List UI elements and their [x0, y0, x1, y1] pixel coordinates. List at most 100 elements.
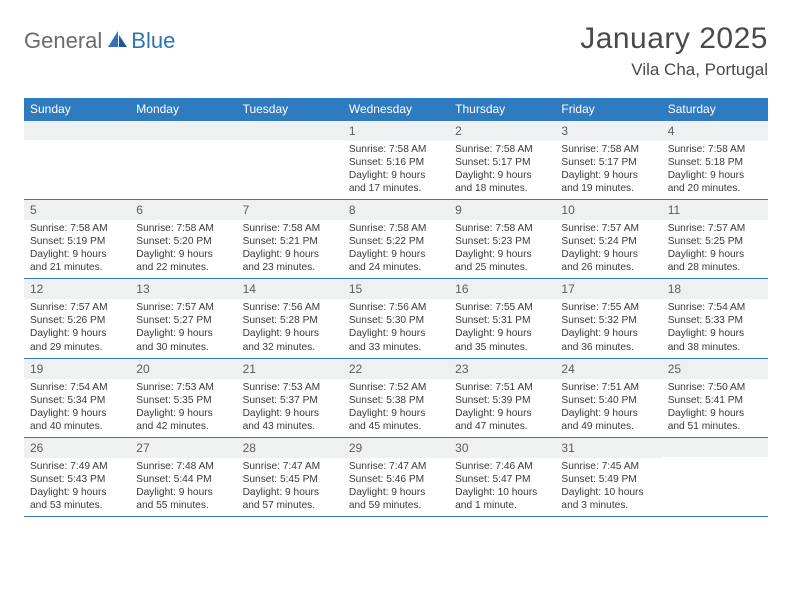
- sunrise-line: Sunrise: 7:56 AM: [243, 301, 337, 314]
- sunset-line: Sunset: 5:35 PM: [136, 394, 230, 407]
- day-details: Sunrise: 7:58 AMSunset: 5:17 PMDaylight:…: [555, 141, 661, 199]
- week-row: 5Sunrise: 7:58 AMSunset: 5:19 PMDaylight…: [24, 200, 768, 279]
- day-number: 1: [343, 121, 449, 141]
- daylight-line: Daylight: 9 hours and 38 minutes.: [668, 327, 762, 353]
- sunrise-line: Sunrise: 7:45 AM: [561, 460, 655, 473]
- day-details: Sunrise: 7:58 AMSunset: 5:22 PMDaylight:…: [343, 220, 449, 278]
- daylight-line: Daylight: 9 hours and 43 minutes.: [243, 407, 337, 433]
- day-number: 30: [449, 438, 555, 458]
- sunrise-line: Sunrise: 7:46 AM: [455, 460, 549, 473]
- day-number: [130, 121, 236, 140]
- day-number: 25: [662, 359, 768, 379]
- day-details: Sunrise: 7:50 AMSunset: 5:41 PMDaylight:…: [662, 379, 768, 437]
- day-cell: 18Sunrise: 7:54 AMSunset: 5:33 PMDayligh…: [662, 279, 768, 357]
- day-number: 15: [343, 279, 449, 299]
- daylight-line: Daylight: 9 hours and 28 minutes.: [668, 248, 762, 274]
- day-number: [24, 121, 130, 140]
- day-details: Sunrise: 7:58 AMSunset: 5:16 PMDaylight:…: [343, 141, 449, 199]
- sunset-line: Sunset: 5:34 PM: [30, 394, 124, 407]
- sunrise-line: Sunrise: 7:54 AM: [30, 381, 124, 394]
- sunrise-line: Sunrise: 7:58 AM: [561, 143, 655, 156]
- daylight-line: Daylight: 9 hours and 18 minutes.: [455, 169, 549, 195]
- daylight-line: Daylight: 9 hours and 42 minutes.: [136, 407, 230, 433]
- day-cell: 11Sunrise: 7:57 AMSunset: 5:25 PMDayligh…: [662, 200, 768, 278]
- calendar: SundayMondayTuesdayWednesdayThursdayFrid…: [24, 98, 768, 517]
- weekday-header-row: SundayMondayTuesdayWednesdayThursdayFrid…: [24, 98, 768, 121]
- daylight-line: Daylight: 9 hours and 21 minutes.: [30, 248, 124, 274]
- sunrise-line: Sunrise: 7:56 AM: [349, 301, 443, 314]
- sunset-line: Sunset: 5:37 PM: [243, 394, 337, 407]
- daylight-line: Daylight: 9 hours and 57 minutes.: [243, 486, 337, 512]
- day-details: Sunrise: 7:46 AMSunset: 5:47 PMDaylight:…: [449, 458, 555, 516]
- day-details: Sunrise: 7:57 AMSunset: 5:24 PMDaylight:…: [555, 220, 661, 278]
- day-number: 16: [449, 279, 555, 299]
- sunrise-line: Sunrise: 7:53 AM: [136, 381, 230, 394]
- daylight-line: Daylight: 9 hours and 59 minutes.: [349, 486, 443, 512]
- sunset-line: Sunset: 5:28 PM: [243, 314, 337, 327]
- day-cell: 16Sunrise: 7:55 AMSunset: 5:31 PMDayligh…: [449, 279, 555, 357]
- sunrise-line: Sunrise: 7:51 AM: [455, 381, 549, 394]
- day-cell: 20Sunrise: 7:53 AMSunset: 5:35 PMDayligh…: [130, 359, 236, 437]
- day-cell: 2Sunrise: 7:58 AMSunset: 5:17 PMDaylight…: [449, 121, 555, 199]
- day-cell: 1Sunrise: 7:58 AMSunset: 5:16 PMDaylight…: [343, 121, 449, 199]
- sunrise-line: Sunrise: 7:58 AM: [243, 222, 337, 235]
- sunset-line: Sunset: 5:39 PM: [455, 394, 549, 407]
- day-details: Sunrise: 7:55 AMSunset: 5:32 PMDaylight:…: [555, 299, 661, 357]
- sunrise-line: Sunrise: 7:55 AM: [455, 301, 549, 314]
- daylight-line: Daylight: 9 hours and 26 minutes.: [561, 248, 655, 274]
- week-row: 1Sunrise: 7:58 AMSunset: 5:16 PMDaylight…: [24, 121, 768, 200]
- day-details: Sunrise: 7:47 AMSunset: 5:45 PMDaylight:…: [237, 458, 343, 516]
- day-cell: 5Sunrise: 7:58 AMSunset: 5:19 PMDaylight…: [24, 200, 130, 278]
- day-details: Sunrise: 7:53 AMSunset: 5:35 PMDaylight:…: [130, 379, 236, 437]
- sunset-line: Sunset: 5:31 PM: [455, 314, 549, 327]
- day-number: 8: [343, 200, 449, 220]
- sunset-line: Sunset: 5:27 PM: [136, 314, 230, 327]
- day-details: Sunrise: 7:48 AMSunset: 5:44 PMDaylight:…: [130, 458, 236, 516]
- day-details: Sunrise: 7:52 AMSunset: 5:38 PMDaylight:…: [343, 379, 449, 437]
- header: General Blue January 2025 Vila Cha, Port…: [24, 22, 768, 80]
- day-number: 6: [130, 200, 236, 220]
- daylight-line: Daylight: 9 hours and 35 minutes.: [455, 327, 549, 353]
- sunrise-line: Sunrise: 7:47 AM: [243, 460, 337, 473]
- title-block: January 2025 Vila Cha, Portugal: [580, 22, 768, 80]
- day-details: Sunrise: 7:53 AMSunset: 5:37 PMDaylight:…: [237, 379, 343, 437]
- day-details: Sunrise: 7:54 AMSunset: 5:33 PMDaylight:…: [662, 299, 768, 357]
- day-cell: 8Sunrise: 7:58 AMSunset: 5:22 PMDaylight…: [343, 200, 449, 278]
- day-number: 12: [24, 279, 130, 299]
- sunset-line: Sunset: 5:41 PM: [668, 394, 762, 407]
- daylight-line: Daylight: 10 hours and 1 minute.: [455, 486, 549, 512]
- daylight-line: Daylight: 9 hours and 45 minutes.: [349, 407, 443, 433]
- daylight-line: Daylight: 9 hours and 23 minutes.: [243, 248, 337, 274]
- day-number: 28: [237, 438, 343, 458]
- logo-text-general: General: [24, 28, 102, 54]
- weekday-header-cell: Thursday: [449, 98, 555, 121]
- day-details: Sunrise: 7:58 AMSunset: 5:18 PMDaylight:…: [662, 141, 768, 199]
- sunset-line: Sunset: 5:23 PM: [455, 235, 549, 248]
- day-cell: 28Sunrise: 7:47 AMSunset: 5:45 PMDayligh…: [237, 438, 343, 516]
- day-cell: 17Sunrise: 7:55 AMSunset: 5:32 PMDayligh…: [555, 279, 661, 357]
- daylight-line: Daylight: 9 hours and 30 minutes.: [136, 327, 230, 353]
- day-details: Sunrise: 7:56 AMSunset: 5:30 PMDaylight:…: [343, 299, 449, 357]
- day-cell: 23Sunrise: 7:51 AMSunset: 5:39 PMDayligh…: [449, 359, 555, 437]
- daylight-line: Daylight: 9 hours and 51 minutes.: [668, 407, 762, 433]
- daylight-line: Daylight: 9 hours and 29 minutes.: [30, 327, 124, 353]
- day-number: 31: [555, 438, 661, 458]
- week-row: 12Sunrise: 7:57 AMSunset: 5:26 PMDayligh…: [24, 279, 768, 358]
- day-cell: 24Sunrise: 7:51 AMSunset: 5:40 PMDayligh…: [555, 359, 661, 437]
- weekday-header-cell: Friday: [555, 98, 661, 121]
- day-cell: 31Sunrise: 7:45 AMSunset: 5:49 PMDayligh…: [555, 438, 661, 516]
- daylight-line: Daylight: 9 hours and 33 minutes.: [349, 327, 443, 353]
- sunset-line: Sunset: 5:24 PM: [561, 235, 655, 248]
- day-details: Sunrise: 7:58 AMSunset: 5:17 PMDaylight:…: [449, 141, 555, 199]
- day-cell: 10Sunrise: 7:57 AMSunset: 5:24 PMDayligh…: [555, 200, 661, 278]
- daylight-line: Daylight: 9 hours and 19 minutes.: [561, 169, 655, 195]
- sunset-line: Sunset: 5:46 PM: [349, 473, 443, 486]
- empty-cell: [24, 121, 130, 199]
- day-details: Sunrise: 7:55 AMSunset: 5:31 PMDaylight:…: [449, 299, 555, 357]
- day-number: 17: [555, 279, 661, 299]
- sunrise-line: Sunrise: 7:52 AM: [349, 381, 443, 394]
- day-number: 18: [662, 279, 768, 299]
- daylight-line: Daylight: 9 hours and 25 minutes.: [455, 248, 549, 274]
- sunrise-line: Sunrise: 7:55 AM: [561, 301, 655, 314]
- day-number: 13: [130, 279, 236, 299]
